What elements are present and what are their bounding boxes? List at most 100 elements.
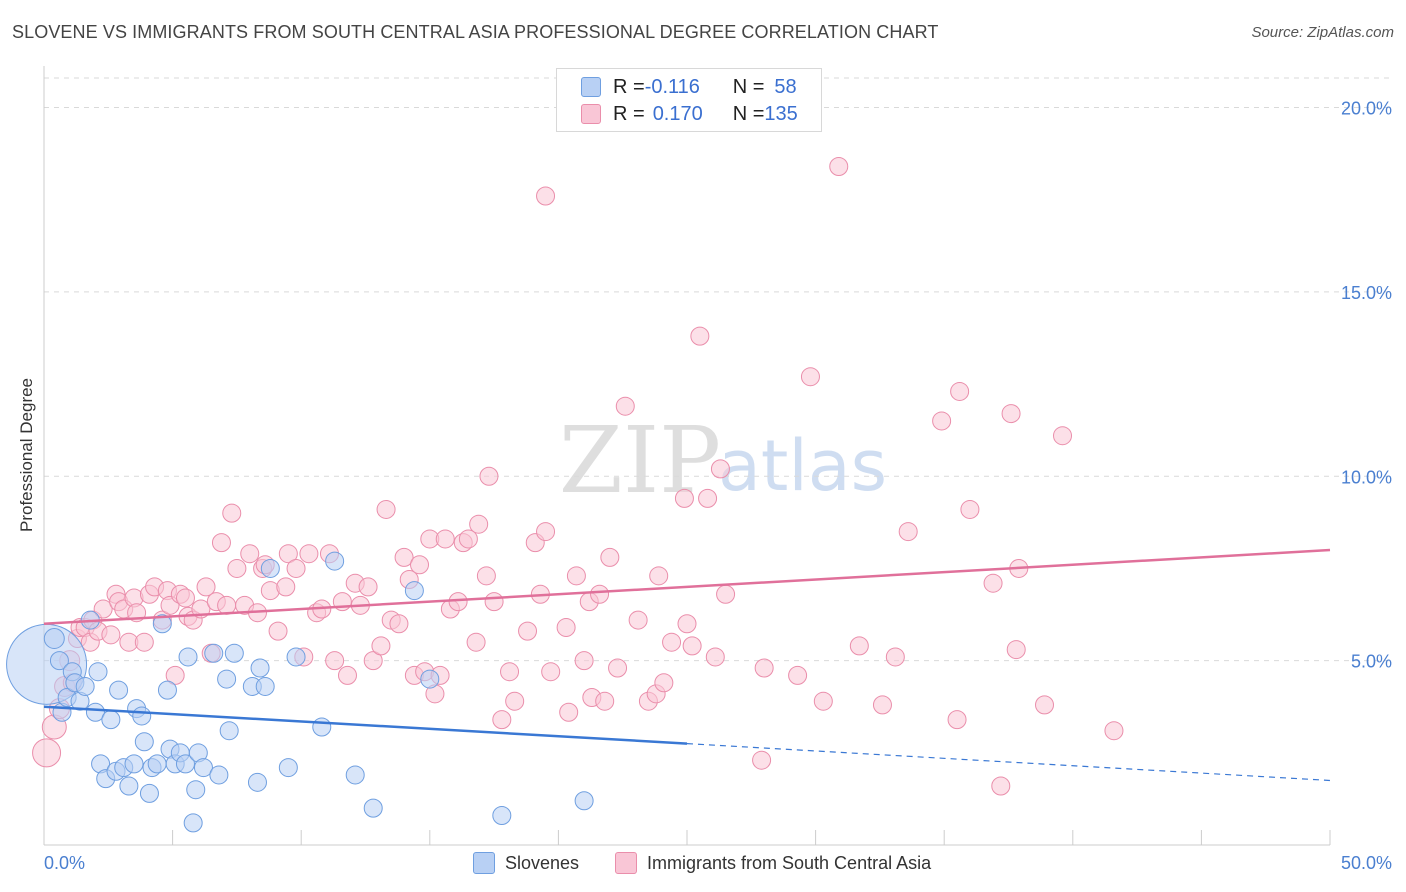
immigrant-point <box>227 558 247 578</box>
slovene-point <box>119 776 139 796</box>
immigrant-point <box>1001 404 1021 424</box>
legend-row-immigrants: R = 0.170 N = 135 <box>581 102 798 126</box>
slovene-point <box>157 680 177 700</box>
immigrant-point <box>536 522 556 542</box>
slovene-point <box>175 754 195 774</box>
legend-swatch-pink <box>581 104 601 124</box>
chart-title: SLOVENE VS IMMIGRANTS FROM SOUTH CENTRAL… <box>12 22 939 42</box>
immigrant-point <box>608 658 628 678</box>
immigrant-point <box>682 636 702 656</box>
slovene-point <box>132 706 152 726</box>
immigrant-point <box>337 665 357 685</box>
immigrant-point <box>376 499 396 519</box>
immigrant-point <box>410 555 430 575</box>
slovene-point <box>178 647 198 667</box>
slovene-point <box>278 758 298 778</box>
legend-item-slovenes: Slovenes <box>473 852 579 874</box>
slovene-point <box>255 676 275 696</box>
series-legend: Slovenes Immigrants from South Central A… <box>0 852 1406 878</box>
y-tick-label: 15.0% <box>1341 283 1392 303</box>
immigrant-point <box>677 614 697 634</box>
immigrant-point <box>829 157 849 176</box>
slovene-point <box>260 558 280 578</box>
slovene-point <box>147 754 167 774</box>
immigrant-point <box>950 381 970 401</box>
immigrant-point <box>371 636 391 656</box>
immigrant-point <box>1104 721 1124 741</box>
immigrant-point <box>165 665 185 685</box>
immigrant-point <box>898 522 918 542</box>
slovene-trend-line <box>43 705 688 745</box>
immigrant-point <box>559 702 579 722</box>
slovene-point <box>404 581 424 601</box>
immigrant-point <box>649 566 669 586</box>
immigrant-point <box>800 367 820 387</box>
immigrant-point <box>101 625 121 645</box>
slovene-point <box>345 765 365 785</box>
x-tick-label: 50.0% <box>1341 853 1392 873</box>
slovene-point <box>186 780 206 800</box>
immigrant-point <box>325 651 345 671</box>
slovene-point <box>124 754 144 774</box>
immigrant-point <box>615 396 635 416</box>
source-label: Source: ZipAtlas.com <box>1251 24 1394 41</box>
slovene-point <box>574 791 594 811</box>
immigrant-point <box>134 632 154 652</box>
immigrant-point <box>983 573 1003 593</box>
immigrant-point <box>849 636 869 656</box>
immigrant-point <box>196 577 216 597</box>
immigrant-point <box>541 662 561 682</box>
immigrant-point <box>175 588 195 608</box>
immigrant-point <box>698 488 718 508</box>
immigrant-point <box>1006 640 1026 660</box>
immigrant-point <box>710 459 730 479</box>
legend-r-value: -0.116 <box>644 75 700 98</box>
legend-swatch-blue <box>581 77 601 97</box>
x-tick-label: 0.0% <box>44 853 85 873</box>
slovene-point <box>363 798 383 818</box>
legend-n-label: N = <box>732 102 765 125</box>
immigrant-point <box>276 577 296 597</box>
slovene-trend-extension <box>686 742 1331 782</box>
y-tick-label: 10.0% <box>1341 467 1392 487</box>
immigrant-point <box>479 466 499 486</box>
immigrant-point <box>358 577 378 597</box>
stats-legend: R = -0.116 N = 58 R = 0.170 N = 135 <box>556 68 822 132</box>
slovene-point <box>88 662 108 682</box>
slovene-point <box>183 813 203 833</box>
legend-label-immigrants: Immigrants from South Central Asia <box>647 852 932 873</box>
legend-row-slovenes: R = -0.116 N = 58 <box>581 75 797 99</box>
immigrant-point <box>595 691 615 711</box>
slovene-point <box>224 643 244 663</box>
immigrant-point <box>93 599 113 619</box>
legend-swatch-blue <box>473 852 495 874</box>
slovene-point <box>134 732 154 752</box>
immigrant-point <box>518 621 538 641</box>
immigrant-point <box>268 621 288 641</box>
y-tick-label: 5.0% <box>1351 652 1392 672</box>
immigrant-point <box>788 665 808 685</box>
slovene-point <box>85 702 105 722</box>
immigrant-point <box>469 514 489 534</box>
immigrant-point <box>674 488 694 508</box>
immigrant-point <box>1035 695 1055 715</box>
immigrant-point <box>885 647 905 667</box>
immigrant-point <box>960 499 980 519</box>
watermark-zip: ZIP <box>559 407 721 514</box>
immigrant-point <box>217 595 237 615</box>
immigrant-point <box>600 547 620 567</box>
slovene-point <box>152 614 172 634</box>
immigrant-point <box>240 544 260 564</box>
immigrant-point <box>1053 426 1073 446</box>
slovene-point <box>492 806 512 825</box>
legend-n-value: 58 <box>774 75 797 98</box>
slovene-point <box>209 765 229 785</box>
immigrant-point <box>435 529 455 549</box>
slovene-point <box>49 651 69 671</box>
immigrant-point <box>363 651 383 671</box>
slovene-point <box>286 647 306 667</box>
immigrant-point <box>991 776 1011 796</box>
slovene-point <box>204 643 224 663</box>
legend-r-label: R = <box>613 75 645 98</box>
